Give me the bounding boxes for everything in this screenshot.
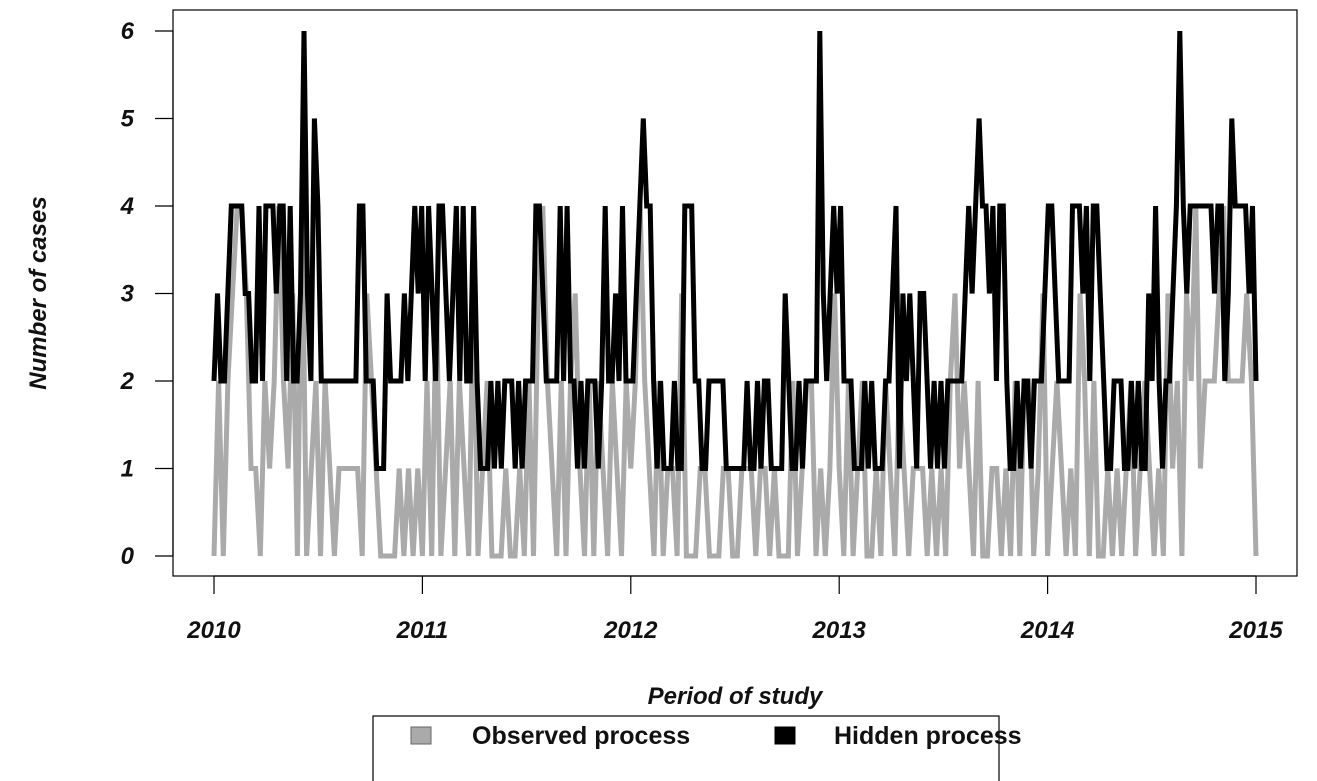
y-tick-label: 1 <box>121 456 134 483</box>
x-tick-label: 2010 <box>186 617 241 644</box>
series-line-hidden-process <box>211 30 1259 471</box>
x-axis: 2010 2011 2012 2013 2014 2015 <box>186 575 1283 644</box>
y-axis: 0 1 2 3 4 5 6 <box>120 18 174 570</box>
legend-swatch-observed <box>410 726 432 745</box>
legend-label-observed: Observed process <box>472 722 690 750</box>
plot-lines <box>211 30 1259 559</box>
y-tick-label: 6 <box>121 18 135 45</box>
y-tick-label: 5 <box>121 106 135 133</box>
x-tick-label: 2011 <box>396 617 449 644</box>
x-tick-label: 2012 <box>603 617 658 644</box>
x-tick-label: 2015 <box>1228 617 1283 644</box>
x-tick-label: 2014 <box>1020 617 1074 644</box>
y-tick-label: 4 <box>120 193 134 220</box>
legend-box <box>372 715 1000 781</box>
legend: Observed process Hidden process <box>372 715 1022 781</box>
x-tick-label: 2013 <box>812 617 867 644</box>
y-tick-label: 0 <box>121 543 135 570</box>
x-axis-title: Period of study <box>648 683 824 710</box>
series-line-observed-process <box>211 203 1259 559</box>
legend-swatch-hidden <box>774 726 796 745</box>
y-tick-label: 3 <box>121 281 135 308</box>
y-axis-title: Number of cases <box>25 196 52 389</box>
legend-label-hidden: Hidden process <box>834 722 1022 750</box>
y-tick-label: 2 <box>120 368 135 395</box>
plot-frame <box>172 9 1298 577</box>
